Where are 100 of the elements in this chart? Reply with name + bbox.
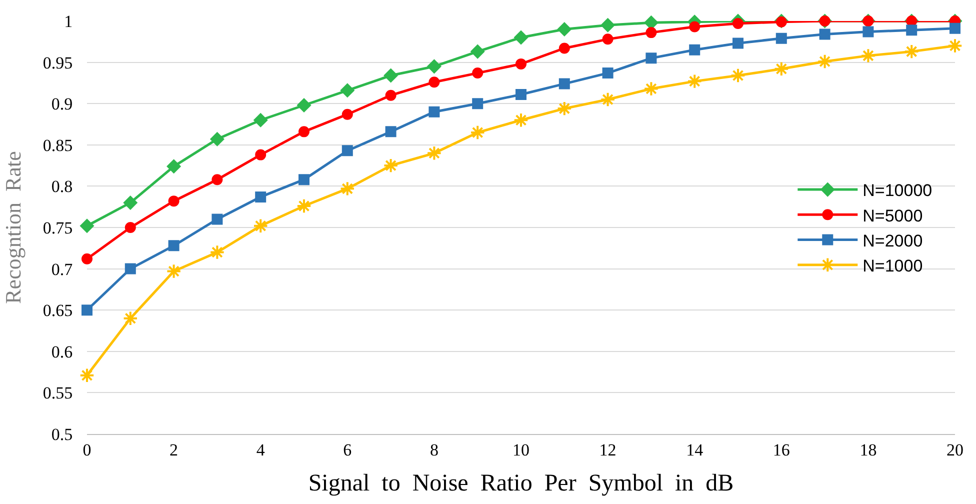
- point: [860, 48, 876, 64]
- legend-label: N=10000: [862, 181, 932, 200]
- point: [644, 16, 658, 30]
- point: [210, 132, 224, 146]
- point: [732, 18, 744, 29]
- point: [80, 219, 94, 233]
- legend-label: N=2000: [862, 231, 923, 250]
- point: [168, 196, 180, 207]
- point: [385, 90, 396, 101]
- y-tick-label: 0.55: [42, 384, 73, 403]
- y-tick-label: 0.75: [42, 218, 73, 238]
- legend-label: N=1000: [862, 256, 923, 276]
- point: [947, 38, 963, 54]
- x-tick-label: 4: [256, 440, 266, 460]
- point: [600, 18, 615, 32]
- y-tick-label: 0.5: [51, 424, 73, 444]
- point: [644, 81, 659, 96]
- point: [82, 304, 92, 316]
- point: [385, 126, 396, 138]
- point: [340, 181, 355, 196]
- y-tick-label: 0.85: [42, 136, 73, 155]
- x-tick-label: 18: [860, 440, 877, 460]
- y-tick-label: 0.6: [51, 342, 73, 362]
- point: [600, 92, 616, 108]
- point: [516, 58, 526, 70]
- point: [296, 198, 312, 214]
- point: [298, 126, 310, 138]
- point: [426, 146, 442, 161]
- point: [428, 76, 440, 88]
- point: [470, 124, 486, 140]
- point: [212, 214, 223, 225]
- point: [124, 222, 136, 233]
- point: [862, 26, 874, 38]
- x-tick-label: 20: [946, 440, 964, 460]
- point: [428, 106, 440, 118]
- point: [514, 30, 528, 44]
- x-tick-label: 14: [686, 440, 704, 460]
- y-tick-label: 0.65: [42, 301, 73, 320]
- point: [342, 145, 353, 156]
- point: [906, 24, 918, 36]
- y-tick-label: 1: [64, 12, 73, 31]
- point: [513, 112, 529, 128]
- point: [166, 264, 182, 279]
- point: [168, 240, 180, 252]
- point: [776, 32, 787, 44]
- point: [817, 54, 832, 70]
- point: [774, 61, 789, 77]
- point: [212, 174, 223, 186]
- point: [516, 89, 526, 100]
- point: [298, 174, 310, 186]
- point: [472, 68, 484, 79]
- point: [558, 22, 572, 36]
- y-tick-label: 0.95: [42, 53, 73, 72]
- y-tick-label: 0.8: [51, 177, 73, 196]
- x-tick-label: 0: [82, 440, 92, 460]
- point: [297, 98, 311, 112]
- point: [124, 263, 136, 274]
- point: [124, 196, 138, 210]
- point: [558, 42, 570, 54]
- point: [166, 160, 181, 174]
- point: [255, 191, 266, 202]
- point: [342, 108, 353, 120]
- point: [732, 38, 744, 49]
- point: [950, 22, 960, 34]
- point: [427, 60, 442, 74]
- y-axis-title: Recogntion Rate: [0, 151, 26, 304]
- point: [253, 218, 268, 234]
- x-tick-label: 16: [772, 440, 790, 460]
- point: [646, 52, 657, 64]
- point: [82, 253, 92, 264]
- point: [689, 21, 700, 32]
- point: [340, 84, 354, 98]
- point: [472, 98, 484, 110]
- point: [602, 68, 614, 79]
- point: [384, 68, 398, 82]
- x-tick-label: 2: [170, 440, 178, 460]
- x-axis-title: Signal to Noise Ratio Per Symbol in dB: [308, 470, 734, 497]
- point: [255, 149, 266, 160]
- point: [904, 44, 920, 60]
- x-tick-label: 12: [599, 440, 616, 460]
- y-tick-label: 0.7: [51, 260, 74, 279]
- point: [122, 310, 138, 326]
- point: [210, 244, 225, 260]
- point: [79, 368, 95, 383]
- point: [254, 113, 268, 127]
- point: [470, 44, 484, 58]
- x-tick-label: 10: [512, 440, 530, 460]
- point: [383, 158, 398, 174]
- x-tick-label: 6: [343, 440, 352, 460]
- point: [556, 100, 572, 116]
- point: [730, 68, 746, 84]
- point: [602, 34, 614, 45]
- point: [819, 28, 830, 40]
- point: [646, 27, 657, 38]
- point: [558, 78, 570, 90]
- x-tick-label: 8: [430, 440, 438, 460]
- legend-label: N=5000: [862, 206, 923, 226]
- y-tick-label: 0.9: [51, 94, 73, 114]
- point: [687, 74, 702, 89]
- point: [689, 44, 700, 56]
